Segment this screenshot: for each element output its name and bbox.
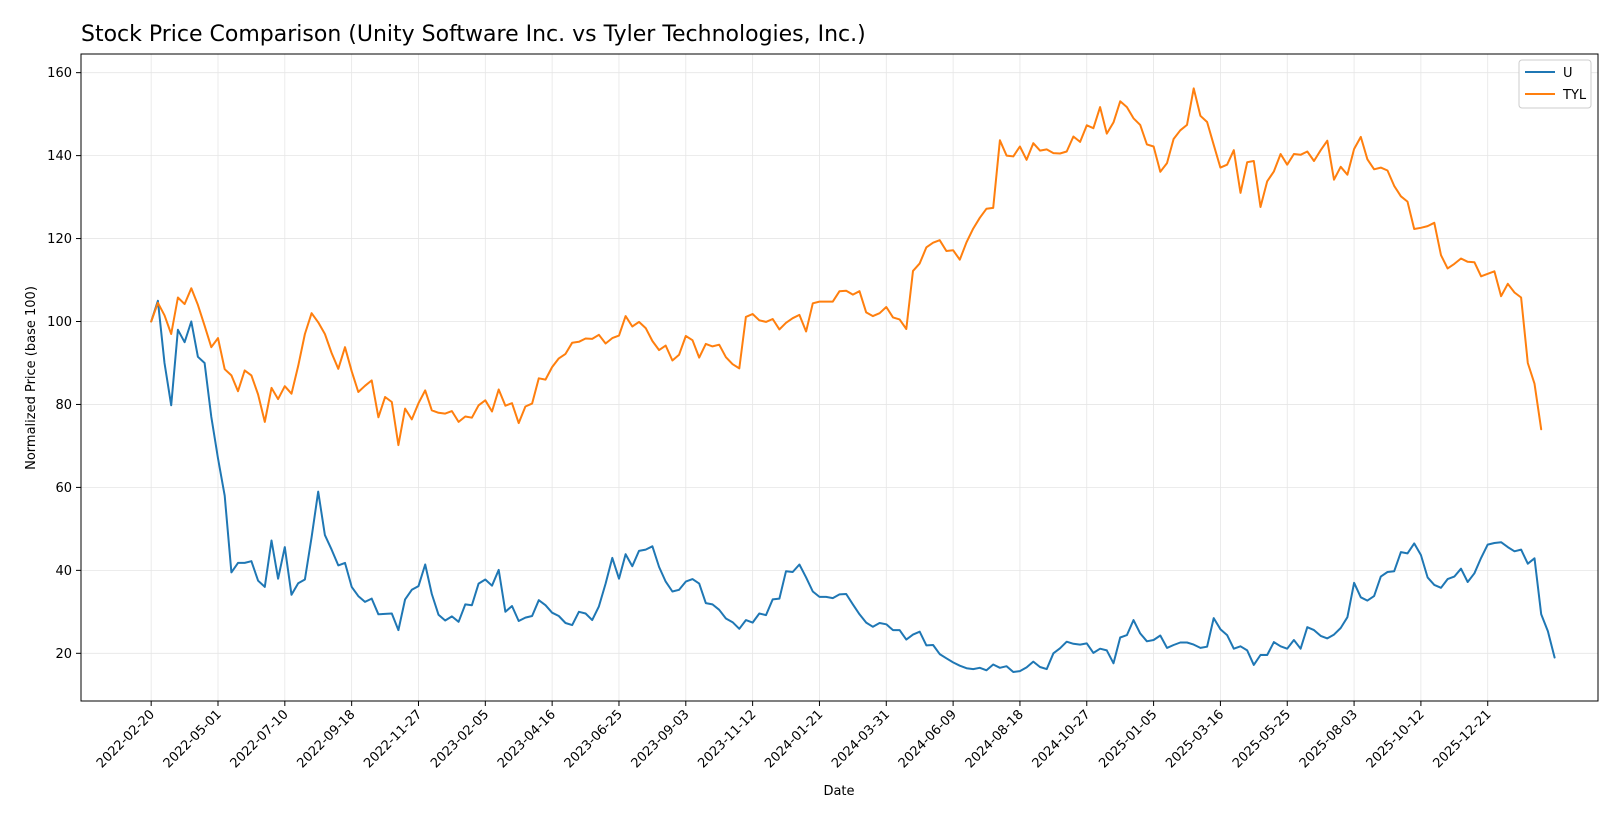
x-tick-label: 2024-01-21 xyxy=(762,707,826,771)
x-tick-label: 2022-09-18 xyxy=(294,707,358,771)
x-axis: 2022-02-20 2022-05-01 2022-07-10 2022-09-18… xyxy=(94,701,1495,771)
x-tick-label: 2022-07-10 xyxy=(228,707,292,771)
x-tick-label: 2022-05-01 xyxy=(161,707,225,771)
x-tick-label: 2024-08-18 xyxy=(963,707,1027,771)
y-tick-label: 140 xyxy=(47,149,72,164)
x-tick-label: 2023-04-16 xyxy=(495,707,559,771)
x-tick-label: 2025-03-16 xyxy=(1163,707,1227,771)
chart-title: Stock Price Comparison (Unity Software I… xyxy=(81,22,866,47)
y-tick-label: 160 xyxy=(47,66,72,81)
plot-series xyxy=(150,87,1556,673)
x-tick-label: 2024-10-27 xyxy=(1030,707,1094,771)
x-tick-label: 2024-03-31 xyxy=(829,707,893,771)
series-line-tyl xyxy=(150,87,1543,447)
legend-label-u: U xyxy=(1563,66,1573,81)
x-tick-label: 2023-02-05 xyxy=(428,707,492,771)
x-tick-label: 2023-09-03 xyxy=(629,707,693,771)
y-tick-label: 100 xyxy=(47,315,72,330)
y-tick-label: 40 xyxy=(55,564,72,579)
grid-lines xyxy=(81,54,1598,701)
x-tick-label: 2025-10-12 xyxy=(1364,707,1428,771)
y-tick-label: 60 xyxy=(55,481,72,496)
legend: U TYL xyxy=(1518,59,1592,109)
y-tick-label: 80 xyxy=(55,398,72,413)
x-tick-label: 2023-11-12 xyxy=(695,707,759,771)
x-axis-label: Date xyxy=(823,784,854,799)
x-tick-label: 2023-06-25 xyxy=(562,707,626,771)
legend-label-tyl: TYL xyxy=(1562,88,1587,103)
y-tick-label: 20 xyxy=(55,647,72,662)
x-tick-label: 2022-02-20 xyxy=(94,707,158,771)
x-tick-label: 2025-01-05 xyxy=(1096,707,1160,771)
x-tick-label: 2025-12-21 xyxy=(1431,707,1495,771)
y-axis: 20 40 60 80 100 120 140 160 xyxy=(47,66,81,662)
y-axis-label: Normalized Price (base 100) xyxy=(24,286,39,470)
x-tick-label: 2022-11-27 xyxy=(361,707,425,771)
x-tick-label: 2025-08-03 xyxy=(1297,707,1361,771)
x-tick-label: 2025-05-25 xyxy=(1230,707,1294,771)
x-tick-label: 2024-06-09 xyxy=(896,707,960,771)
series-line-u xyxy=(150,299,1556,673)
plot-area-frame xyxy=(80,53,1599,702)
y-tick-label: 120 xyxy=(47,232,72,247)
